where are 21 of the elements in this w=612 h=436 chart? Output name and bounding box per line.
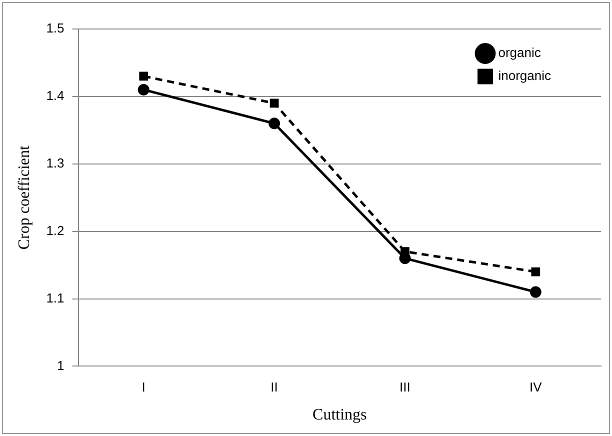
y-tick-label: 1.1 bbox=[46, 290, 64, 306]
point bbox=[531, 267, 540, 276]
point bbox=[530, 286, 542, 298]
x-axis-title: Cuttings bbox=[312, 406, 367, 424]
point bbox=[270, 98, 279, 108]
point bbox=[138, 84, 150, 96]
y-tick-label: 1.2 bbox=[46, 222, 64, 238]
point bbox=[268, 118, 280, 130]
x-tick-label: II bbox=[270, 380, 278, 395]
y-tick-label: 1 bbox=[57, 358, 64, 373]
x-tick-label: IV bbox=[530, 380, 542, 395]
x-tick-label: I bbox=[142, 380, 146, 395]
point bbox=[139, 72, 148, 81]
y-tick-label: 1.3 bbox=[46, 155, 64, 170]
legend-label: organic bbox=[498, 45, 542, 60]
y-tick-label: 1.4 bbox=[46, 88, 64, 104]
x-tick-label: III bbox=[400, 380, 410, 395]
y-tick-label: 1.5 bbox=[46, 20, 64, 36]
y-axis-title: Crop coefficient bbox=[16, 144, 33, 250]
legend-label: inorganic bbox=[498, 68, 552, 84]
point bbox=[399, 252, 411, 264]
